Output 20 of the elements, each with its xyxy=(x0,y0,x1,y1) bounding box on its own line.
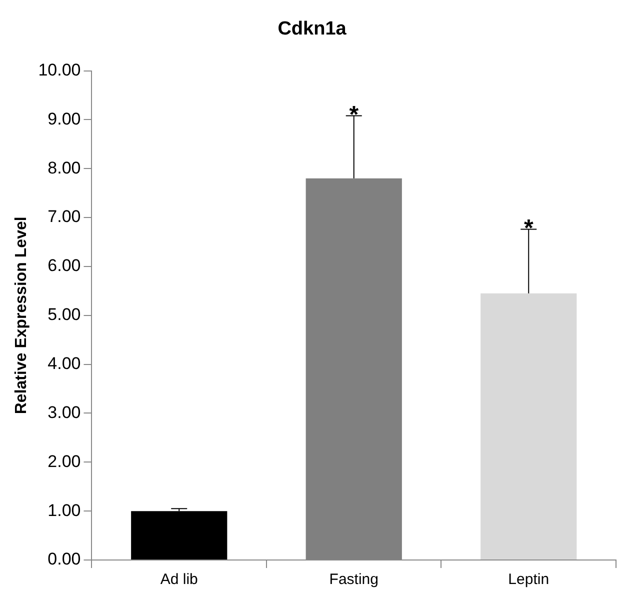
annotation: * xyxy=(524,214,534,242)
y-tick-label: 8.00 xyxy=(48,158,81,178)
chart-title: Cdkn1a xyxy=(278,18,347,40)
x-tick-label: Leptin xyxy=(508,571,550,588)
annotation: * xyxy=(349,101,360,128)
y-tick-label: 5.00 xyxy=(48,305,81,324)
x-tick-label: Fasting xyxy=(329,571,378,588)
y-tick-label: 9.00 xyxy=(48,109,81,128)
y-tick-label: 4.00 xyxy=(48,354,81,374)
y-tick-label: 2.00 xyxy=(48,452,81,471)
bar xyxy=(131,511,228,560)
bar xyxy=(480,293,577,560)
y-tick-label: 7.00 xyxy=(48,207,81,226)
y-axis-title: Relative Expression Level xyxy=(13,216,30,414)
y-tick-label: 10.00 xyxy=(38,60,81,80)
y-tick-label: 1.00 xyxy=(48,500,81,520)
y-tick-label: 0.00 xyxy=(48,550,81,569)
x-tick-label: Ad lib xyxy=(160,571,198,588)
y-tick-label: 6.00 xyxy=(48,256,81,276)
y-tick-label: 3.00 xyxy=(48,402,81,422)
